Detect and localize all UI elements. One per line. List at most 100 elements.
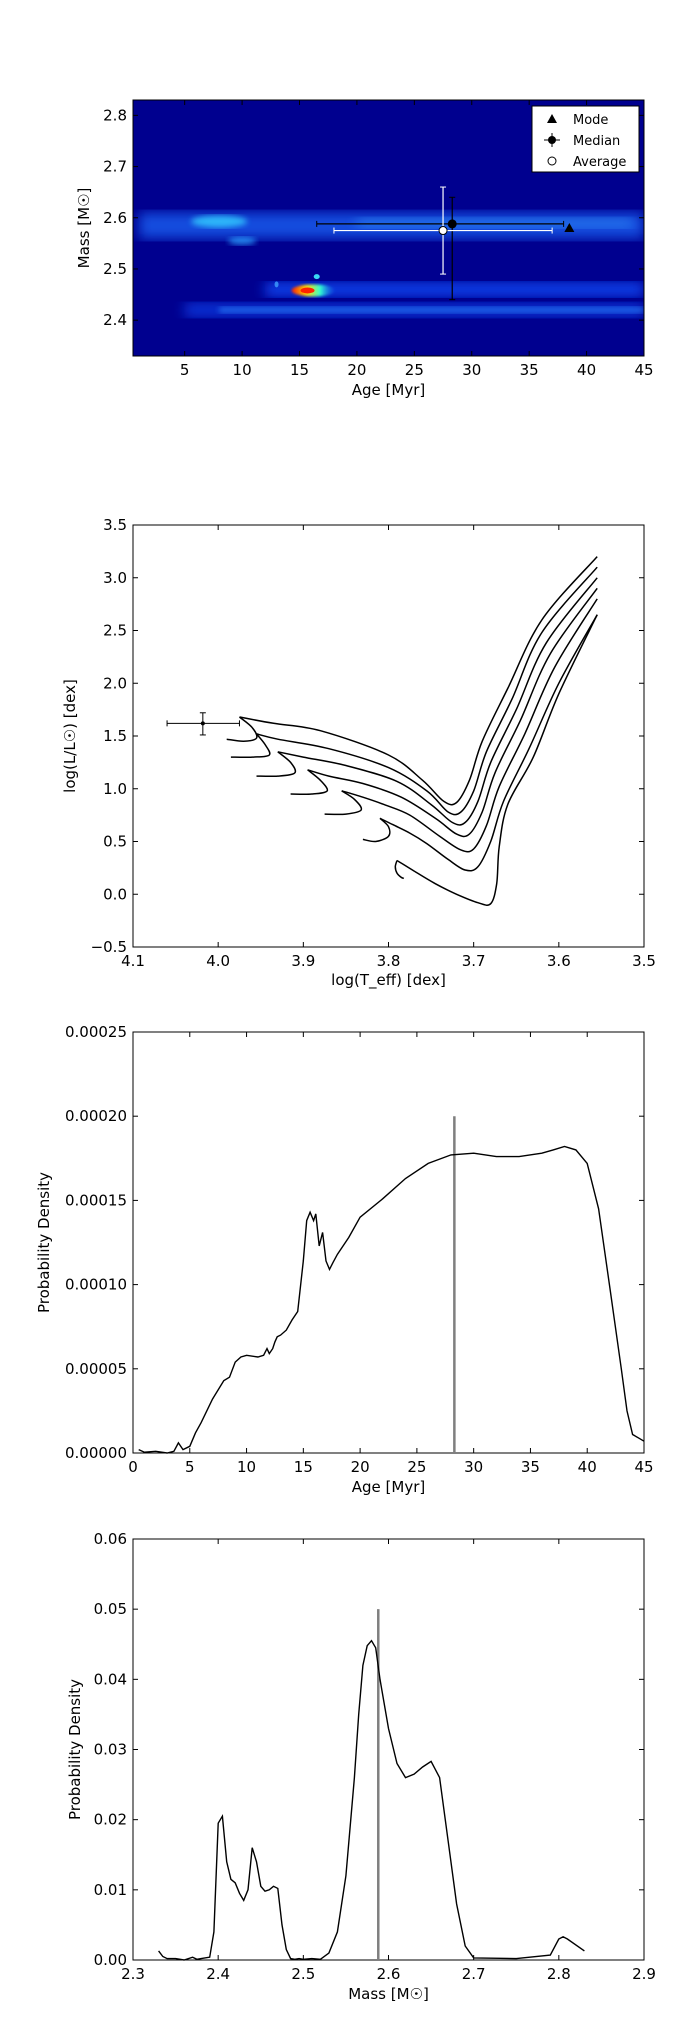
legend: Mode Median Average	[531, 105, 640, 173]
x-tick-label: 30	[462, 361, 481, 379]
x-tick-label: 2.6	[377, 1965, 401, 1983]
isochrone-hook	[324, 790, 363, 816]
density-hotspot	[300, 287, 315, 294]
x-tick-label: 35	[520, 361, 539, 379]
isochrone-track	[396, 614, 598, 906]
y-tick-label: 2.5	[103, 622, 127, 640]
mass-age-heatmap-panel: 5 10 15 20 25 30 35 40 45 2.4 2.5 2.6 2.7 2.8 Mode Medi…	[75, 99, 654, 399]
y-tick-label: 0.02	[94, 1811, 127, 1829]
legend-label: Average	[573, 155, 626, 170]
x-tick-label: 25	[405, 361, 424, 379]
x-tick-label: 2.7	[462, 1965, 486, 1983]
y-tick-label: 1.0	[103, 780, 127, 798]
isochrone-track	[379, 614, 598, 872]
y-axis-label: Probability Density	[66, 1679, 84, 1820]
x-tick-label: 5	[185, 1458, 195, 1476]
x-tick-label: 20	[347, 361, 366, 379]
hr-diagram-panel: 4.1 4.0 3.9 3.8 3.7 3.6 3.5 −0.5 0.0 0.5 1.0 1.5 2.0…	[61, 516, 656, 990]
isochrone-hook	[256, 751, 297, 778]
y-tick-label: 0.00000	[65, 1444, 127, 1462]
y-tick-label: 3.5	[103, 516, 127, 534]
x-tick-label: 3.8	[377, 952, 401, 970]
x-tick-label: 15	[290, 361, 309, 379]
x-tick-label: 15	[294, 1458, 313, 1476]
y-tick-label: −0.5	[91, 938, 127, 956]
y-tick-label: 0.00015	[65, 1191, 127, 1209]
y-tick-label: 2.8	[103, 106, 127, 124]
density-speck	[274, 281, 279, 288]
x-tick-label: 4.1	[121, 952, 145, 970]
star-marker	[200, 721, 205, 726]
y-axis-label: Probability Density	[35, 1172, 53, 1313]
isochrone-track	[341, 598, 598, 853]
mode-marker	[564, 223, 575, 232]
x-tick-label: 10	[237, 1458, 256, 1476]
x-tick-label: 3.6	[547, 952, 571, 970]
x-tick-label: 2.8	[547, 1965, 571, 1983]
y-axis-label: log(L/L☉) [dex]	[61, 679, 79, 793]
x-axis-label: log(T_eff) [dex]	[331, 971, 446, 990]
age-pdf-panel: 0 5 10 15 20 25 30 35 40 45 0.00000 0.00005 0.00010 0…	[35, 1023, 654, 1496]
y-tick-label: 0.0	[103, 885, 127, 903]
isochrone-hook	[290, 769, 329, 796]
plot-frame	[132, 1031, 645, 1454]
density-core	[191, 215, 248, 228]
y-tick-label: 2.6	[103, 209, 127, 227]
y-tick-label: 0.00010	[65, 1276, 127, 1294]
heatmap-density	[138, 212, 644, 317]
legend-label: Median	[573, 134, 620, 149]
y-tick-label: 2.5	[103, 260, 127, 278]
x-tick-label: 10	[233, 361, 252, 379]
x-tick-label: 40	[578, 1458, 597, 1476]
isochrone-track	[256, 566, 598, 816]
y-tick-label: 0.00005	[65, 1360, 127, 1378]
y-tick-label: 0.06	[94, 1530, 127, 1548]
x-tick-label: 3.7	[462, 952, 486, 970]
x-tick-label: 30	[464, 1458, 483, 1476]
y-tick-label: 0.00020	[65, 1107, 127, 1125]
y-axis-label: Mass [M☉]	[75, 188, 93, 269]
x-tick-label: 2.3	[121, 1965, 145, 1983]
y-tick-label: 0.00	[94, 1951, 127, 1969]
y-tick-label: 0.01	[94, 1881, 127, 1899]
x-tick-label: 0	[128, 1458, 138, 1476]
legend-average-marker	[547, 156, 557, 166]
isochrone-hook	[394, 860, 405, 880]
y-tick-label: 0.03	[94, 1741, 127, 1759]
plot-frame	[132, 99, 645, 357]
mass-pdf-curve	[158, 1639, 585, 1961]
x-tick-label: 35	[521, 1458, 540, 1476]
density-core	[356, 217, 633, 228]
y-tick-label: 2.4	[103, 311, 127, 329]
x-tick-label: 40	[577, 361, 596, 379]
legend-median-marker	[548, 136, 556, 144]
y-tick-label: 3.0	[103, 569, 127, 587]
density-band	[219, 306, 644, 313]
x-tick-label: 3.5	[632, 952, 656, 970]
isochrone-track	[307, 587, 598, 838]
y-tick-label: 0.00025	[65, 1023, 127, 1041]
isochrone-hook	[230, 733, 271, 759]
legend-mode-marker	[547, 114, 557, 123]
y-tick-label: 0.04	[94, 1670, 127, 1688]
density-core	[228, 236, 257, 245]
y-tick-label: 2.7	[103, 158, 127, 176]
isochrone-hook	[226, 716, 258, 743]
x-tick-label: 3.9	[291, 952, 315, 970]
x-tick-label: 45	[634, 1458, 653, 1476]
y-tick-label: 2.0	[103, 674, 127, 692]
x-axis-label: Age [Myr]	[352, 381, 425, 399]
y-tick-label: 0.05	[94, 1600, 127, 1618]
isochrone-track	[239, 556, 598, 806]
age-pdf-curve	[138, 1145, 645, 1454]
isochrone-hook	[362, 817, 391, 843]
x-tick-label: 4.0	[206, 952, 230, 970]
y-tick-label: 1.5	[103, 727, 127, 745]
density-speck	[313, 274, 320, 280]
x-axis-label: Mass [M☉]	[348, 1985, 429, 2003]
plot-frame	[132, 1538, 645, 1961]
x-axis-label: Age [Myr]	[352, 1478, 425, 1496]
x-tick-label: 5	[180, 361, 190, 379]
median-marker	[447, 219, 457, 229]
